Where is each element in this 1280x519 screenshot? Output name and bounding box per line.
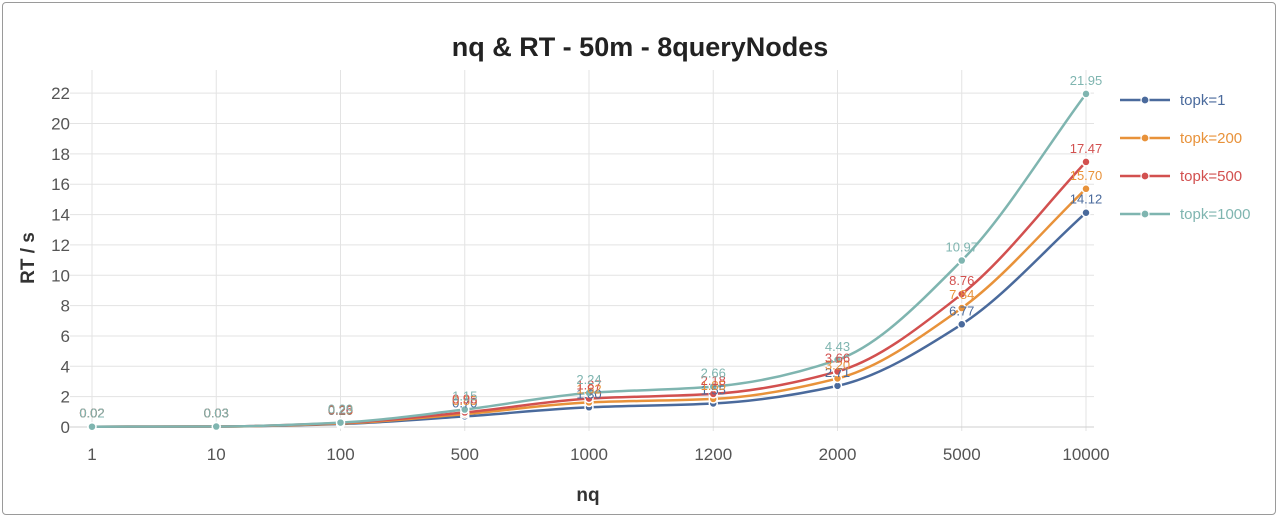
data-point[interactable] [1081, 157, 1091, 167]
legend-marker [1140, 95, 1150, 105]
legend[interactable]: topk=1 topk=200 topk=500 topk=1000 [1120, 92, 1250, 223]
data-label: 3.66 [825, 350, 850, 365]
data-label: 8.76 [949, 273, 974, 288]
y-axis-label: RT / s [18, 232, 39, 284]
legend-item[interactable]: topk=500 [1120, 168, 1242, 185]
data-label: 7.84 [949, 287, 974, 302]
x-tick-label: 500 [451, 445, 479, 464]
data-label: 0.96 [452, 391, 477, 406]
data-label: 21.95 [1070, 73, 1103, 88]
data-label: 1.15 [452, 389, 477, 404]
data-label: 4.43 [825, 339, 850, 354]
data-label: 2.66 [701, 366, 726, 381]
data-label: 0.26 [328, 402, 353, 417]
data-label: 0.03 [204, 406, 229, 421]
data-point[interactable] [211, 421, 221, 432]
y-tick-label: 8 [61, 297, 70, 316]
grid [70, 70, 1094, 431]
data-point[interactable] [832, 355, 843, 365]
legend-label: topk=500 [1180, 168, 1242, 185]
y-tick-label: 4 [61, 357, 70, 376]
x-axis-ticks: 1 10 100 500 1000 1200 2000 5000 10000 [87, 445, 1109, 464]
data-point[interactable] [87, 421, 97, 432]
data-point[interactable] [335, 417, 346, 428]
data-label: 0.85 [452, 393, 477, 408]
data-label: 0.23 [328, 403, 353, 418]
data-point[interactable] [460, 404, 470, 415]
data-point[interactable] [1081, 207, 1091, 218]
data-point[interactable] [832, 366, 843, 377]
y-tick-label: 22 [51, 84, 70, 103]
legend-marker [1140, 133, 1150, 143]
x-tick-label: 2000 [819, 445, 857, 464]
data-point[interactable] [957, 255, 967, 266]
x-tick-label: 100 [326, 445, 354, 464]
series-line [91, 93, 1088, 428]
data-point[interactable] [1081, 89, 1091, 99]
data-label: 0.03 [204, 406, 229, 421]
data-point[interactable] [957, 319, 967, 330]
data-label: 0.02 [79, 406, 104, 421]
legend-label: topk=200 [1180, 130, 1242, 147]
data-label: 14.12 [1070, 192, 1103, 207]
y-tick-label: 6 [61, 327, 70, 346]
data-label: 0.29 [328, 402, 353, 417]
y-tick-label: 0 [61, 418, 70, 437]
data-label: 1.30 [576, 386, 601, 401]
x-tick-label: 10000 [1062, 445, 1109, 464]
data-label: 1.85 [701, 378, 726, 393]
data-label: 0.02 [79, 406, 104, 421]
legend-label: topk=1000 [1180, 206, 1250, 223]
data-label: 0.70 [452, 395, 477, 410]
x-tick-label: 1200 [694, 445, 732, 464]
legend-item[interactable]: topk=1 [1120, 92, 1225, 109]
data-label: 10.97 [945, 240, 978, 255]
y-axis-ticks: 0 2 4 6 8 10 12 14 16 18 20 22 [51, 84, 70, 437]
data-label: 1.87 [576, 378, 601, 393]
legend-label: topk=1 [1180, 92, 1225, 109]
data-label: 6.77 [949, 303, 974, 318]
x-tick-label: 1000 [570, 445, 608, 464]
legend-item[interactable]: topk=1000 [1120, 206, 1250, 223]
data-label: 0.03 [204, 406, 229, 421]
data-point[interactable] [957, 303, 967, 313]
x-tick-label: 10 [207, 445, 226, 464]
legend-item[interactable]: topk=200 [1120, 130, 1242, 147]
series-topk-1000 [87, 89, 1091, 432]
legend-marker [1140, 171, 1150, 181]
data-label: 1.55 [701, 382, 726, 397]
data-point[interactable] [708, 381, 718, 392]
data-label: 0.03 [204, 406, 229, 421]
y-tick-label: 20 [51, 115, 70, 134]
series-group [87, 89, 1091, 432]
y-tick-label: 2 [61, 388, 70, 407]
data-label: 15.70 [1070, 168, 1103, 183]
data-labels: 0.02 0.03 0.200.701.30 1.552.716.7714.120.0… [79, 73, 1102, 421]
data-point[interactable] [957, 289, 967, 299]
x-axis-label: nq [576, 485, 599, 506]
y-tick-label: 18 [51, 145, 70, 164]
legend-marker [1140, 209, 1150, 219]
data-label: 2.18 [701, 373, 726, 388]
x-tick-label: 5000 [943, 445, 981, 464]
data-label: 0.20 [328, 403, 353, 418]
chart-title: nq & RT - 50m - 8queryNodes [452, 32, 829, 62]
data-label: 0.02 [79, 406, 104, 421]
data-point[interactable] [584, 388, 594, 398]
data-label: 2.24 [576, 372, 601, 387]
data-label: 0.02 [79, 406, 104, 421]
y-tick-label: 12 [51, 236, 70, 255]
data-label: 3.20 [825, 357, 850, 372]
y-tick-label: 10 [51, 266, 70, 285]
data-label: 2.71 [825, 365, 850, 380]
data-label: 17.47 [1070, 141, 1103, 156]
x-tick-label: 1 [87, 445, 96, 464]
y-tick-label: 16 [51, 175, 70, 194]
data-label: 1.62 [576, 381, 601, 396]
y-tick-label: 14 [51, 206, 70, 225]
data-point[interactable] [1081, 184, 1091, 194]
